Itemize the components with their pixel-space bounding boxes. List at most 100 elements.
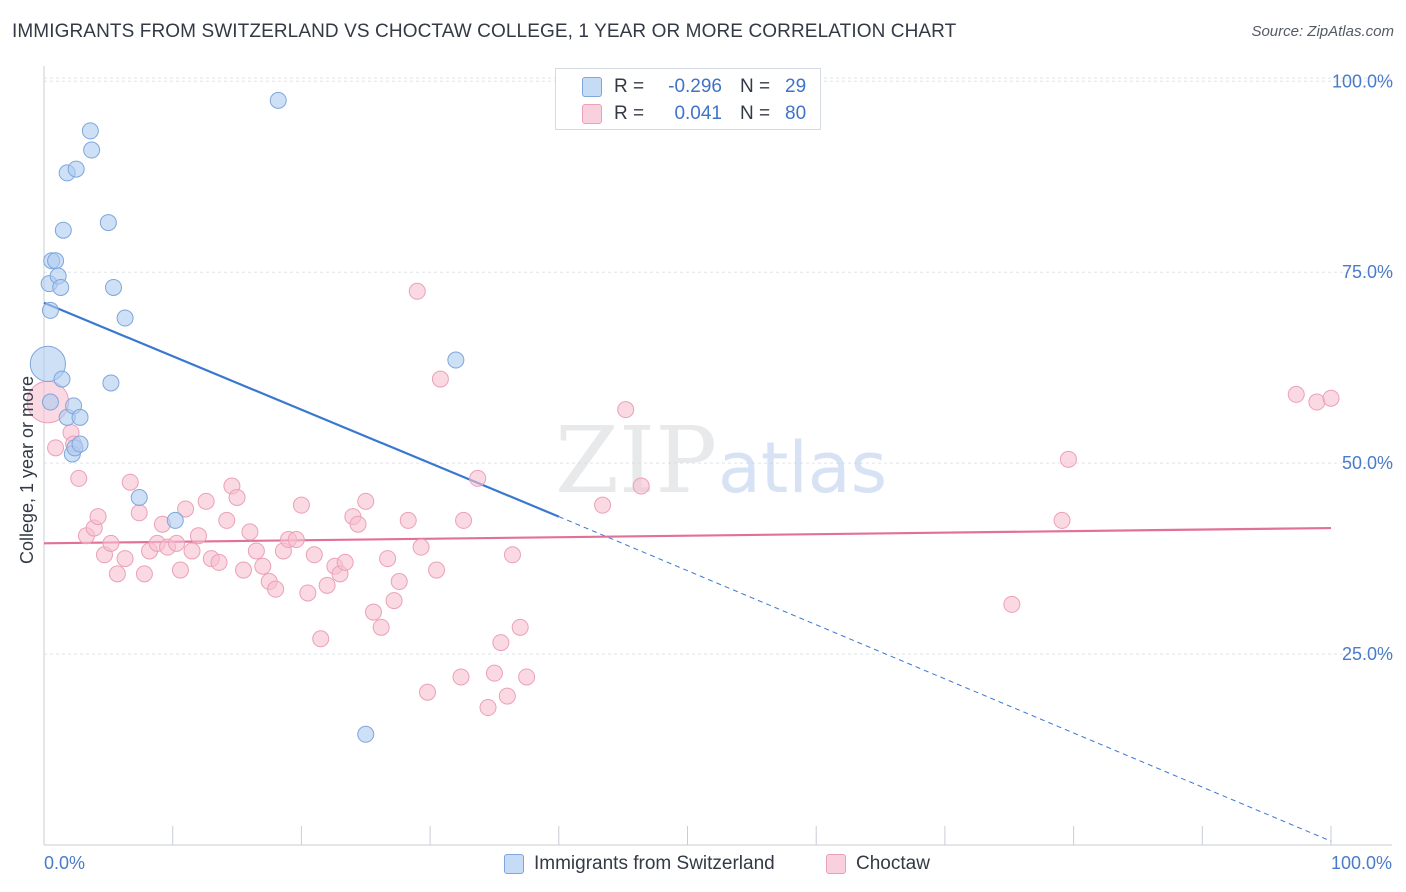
point-choctaw [168,534,186,552]
point-choctaw [183,542,201,560]
point-choctaw [1059,450,1077,468]
n-label: N = [740,103,771,124]
chart-title: IMMIGRANTS FROM SWITZERLAND VS CHOCTAW C… [12,21,957,42]
legend-label: Immigrants from Switzerland [534,853,775,874]
watermark: ZIP atlas [555,407,887,514]
x-tick-label-min: 0.0% [44,853,85,873]
watermark-zip: ZIP [555,407,717,514]
watermark-atlas: atlas [718,427,887,509]
point-switzerland [269,91,287,109]
point-choctaw [485,664,503,682]
point-switzerland [71,408,89,426]
axes: 25.0% 50.0% 75.0% 100.0% 0.0% 100.0% [43,66,1393,873]
point-choctaw [518,668,536,686]
legend-swatch-pink [582,104,602,124]
legend-item-switzerland[interactable]: Immigrants from Switzerland [504,851,775,877]
point-switzerland [116,309,134,327]
point-choctaw [171,561,189,579]
n-label: N = [740,76,771,97]
legend-label: Choctaw [856,853,930,874]
point-choctaw [318,576,336,594]
legend-item-choctaw[interactable]: Choctaw [826,851,930,877]
point-switzerland [53,370,71,388]
point-switzerland [104,278,122,296]
point-choctaw [364,603,382,621]
point-choctaw [228,489,246,507]
point-choctaw [254,557,272,575]
point-choctaw [372,618,390,636]
point-choctaw [632,477,650,495]
point-choctaw [479,699,497,717]
point-switzerland [41,301,59,319]
point-choctaw [408,282,426,300]
point-choctaw [177,500,195,518]
point-switzerland [83,141,101,159]
point-switzerland [130,489,148,507]
point-choctaw [390,573,408,591]
point-switzerland [357,725,375,743]
point-switzerland [54,221,72,239]
point-choctaw [116,550,134,568]
point-choctaw [336,553,354,571]
point-choctaw [218,511,236,529]
point-choctaw [305,546,323,564]
point-choctaw [267,580,285,598]
point-choctaw [379,550,397,568]
legend-swatch-pink [826,854,846,874]
point-choctaw [1053,511,1071,529]
point-choctaw [1003,595,1021,613]
point-choctaw [121,473,139,491]
point-choctaw [357,492,375,510]
point-switzerland [67,160,85,178]
n-value: 29 [785,76,807,97]
y-tick-label: 50.0% [1342,453,1393,473]
point-choctaw [70,469,88,487]
point-choctaw [455,511,473,529]
point-choctaw [47,439,65,457]
point-choctaw [412,538,430,556]
point-choctaw [130,504,148,522]
point-choctaw [287,531,305,549]
point-choctaw [241,523,259,541]
point-switzerland [81,122,99,140]
chart-source: Source: ZipAtlas.com [1251,23,1394,40]
point-choctaw [102,534,120,552]
r-label: R = [614,103,645,124]
point-choctaw [89,508,107,526]
point-choctaw [492,634,510,652]
point-choctaw [292,496,310,514]
point-choctaw [189,527,207,545]
point-choctaw [428,561,446,579]
point-choctaw [234,561,252,579]
point-choctaw [210,553,228,571]
point-choctaw [247,542,265,560]
y-tick-label: 75.0% [1342,262,1393,282]
y-tick-label: 25.0% [1342,644,1393,664]
point-choctaw [108,565,126,583]
data-points [26,91,1340,743]
point-choctaw [511,618,529,636]
y-axis-label: College, 1 year or more [17,376,37,564]
point-choctaw [469,469,487,487]
point-choctaw [135,565,153,583]
point-switzerland [52,278,70,296]
point-switzerland [41,393,59,411]
point-choctaw [431,370,449,388]
point-choctaw [419,683,437,701]
trend-line-switzerland-extension [558,516,1332,842]
point-choctaw [1322,389,1340,407]
point-choctaw [594,496,612,514]
point-choctaw [498,687,516,705]
r-label: R = [614,76,645,97]
point-choctaw [617,401,635,419]
point-switzerland [166,511,184,529]
legend-swatch-blue [582,77,602,97]
point-choctaw [312,630,330,648]
legend-row-switzerland: R = -0.296 N = 29 [556,73,806,101]
point-switzerland [47,252,65,270]
r-value: -0.296 [668,76,722,97]
point-choctaw [399,511,417,529]
r-value: 0.041 [674,103,722,124]
point-switzerland [102,374,120,392]
point-choctaw [503,546,521,564]
